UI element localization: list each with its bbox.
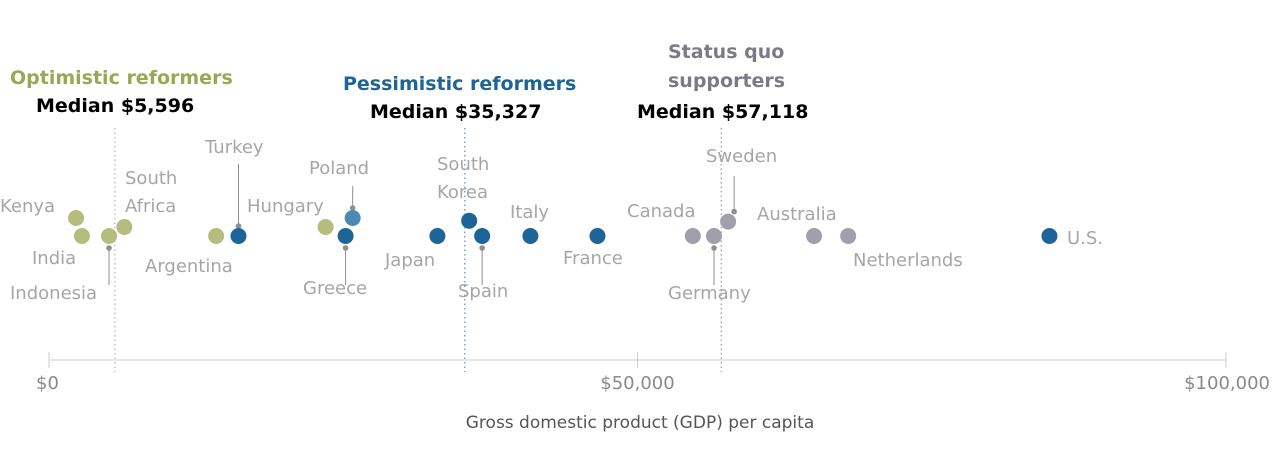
point-south-korea [461, 212, 478, 229]
label-south-africa: South Africa [125, 168, 177, 217]
point-kenya [68, 210, 85, 226]
label-hungary: Hungary [247, 196, 324, 217]
point-canada [684, 228, 701, 244]
group-title-pessimistic: Pessimistic reformers [343, 73, 576, 95]
median-label-status-quo: Median $57,118 [637, 101, 808, 123]
x-tick-label: $100,000 [1184, 373, 1270, 394]
point-u-s [1041, 228, 1058, 244]
group-titles: Optimistic reformers Median $5,596 Pessimi… [10, 41, 808, 123]
label-spain: Spain [458, 281, 508, 302]
label-indonesia: Indonesia [10, 283, 97, 304]
leader-dot-spain [479, 245, 485, 251]
label-turkey: Turkey [204, 137, 264, 158]
label-france: France [563, 248, 623, 269]
data-points [68, 210, 1058, 244]
leader-dot-indonesia [106, 245, 112, 251]
point-italy [522, 228, 539, 244]
x-tick-label: $50,000 [600, 373, 674, 394]
group-title-optimistic: Optimistic reformers [10, 67, 233, 89]
point-germany [706, 228, 723, 244]
x-axis-label: Gross domestic product (GDP) per capita [466, 413, 815, 433]
point-poland [344, 210, 361, 226]
label-canada: Canada [627, 201, 696, 222]
leader-dot-turkey [235, 223, 242, 229]
label-south-korea: South Korea [437, 154, 489, 203]
median-label-pessimistic: Median $35,327 [370, 101, 541, 123]
label-kenya: Kenya [0, 196, 55, 217]
median-label-optimistic: Median $5,596 [36, 95, 194, 117]
point-sweden [720, 213, 737, 230]
label-italy: Italy [510, 202, 549, 223]
point-france [589, 228, 606, 244]
point-labels: Kenya India Indonesia South Africa Argentina T… [0, 137, 1103, 304]
leader-dot-germany [711, 245, 717, 251]
x-axis-ticks: $0 $50,000 $100,000 [36, 352, 1270, 394]
point-argentina [208, 228, 225, 244]
label-poland: Poland [309, 158, 369, 179]
label-australia: Australia [757, 204, 837, 225]
point-spain [474, 228, 491, 244]
point-turkey [230, 228, 247, 244]
median-lines [114, 128, 722, 372]
label-argentina: Argentina [145, 256, 233, 277]
label-india: India [32, 248, 76, 269]
label-greece: Greece [303, 278, 367, 299]
label-germany: Germany [668, 283, 751, 304]
x-tick-label: $0 [36, 373, 59, 394]
label-u-s: U.S. [1067, 228, 1103, 249]
point-australia [806, 228, 823, 244]
group-title-status-quo: Status quo [668, 41, 784, 63]
leader-dot-sweden [731, 208, 737, 215]
point-japan [429, 228, 446, 244]
group-title-status-quo: supporters [668, 70, 785, 92]
point-netherlands [840, 228, 857, 244]
label-japan: Japan [384, 250, 435, 271]
point-india [73, 228, 90, 244]
label-netherlands: Netherlands [853, 250, 963, 271]
leader-dot-poland [349, 205, 356, 211]
point-greece [337, 228, 354, 244]
label-sweden: Sweden [706, 146, 777, 167]
point-indonesia [101, 228, 118, 244]
point-hungary [317, 219, 334, 235]
point-south-africa [116, 219, 133, 235]
leader-lines [106, 164, 737, 285]
leader-dot-greece [342, 245, 349, 251]
